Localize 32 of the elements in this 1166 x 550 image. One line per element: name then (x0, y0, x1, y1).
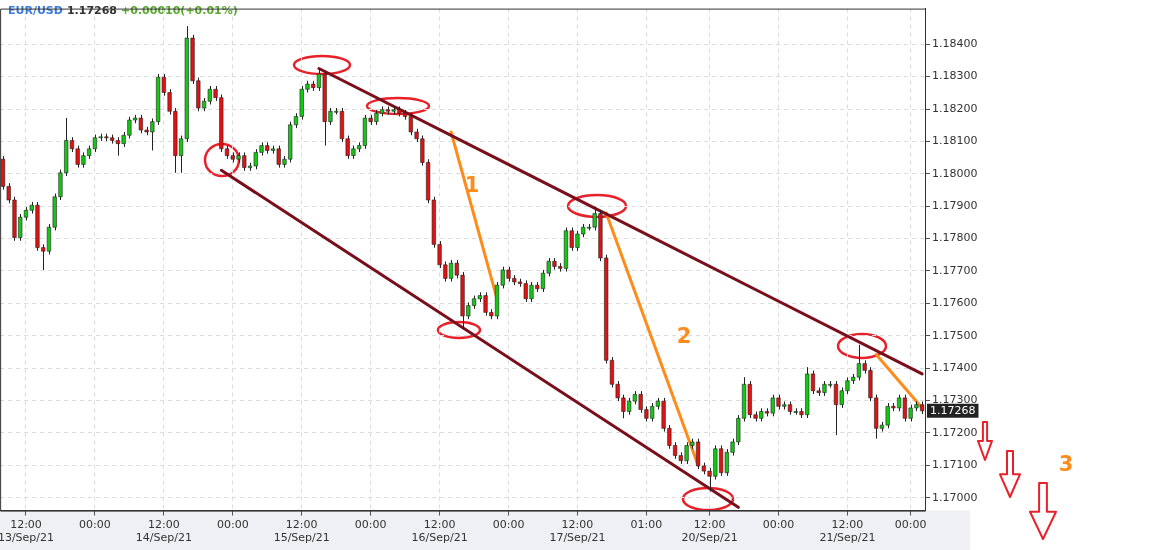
y-tick-label: 1.18300 (932, 69, 978, 83)
y-tick-label: 1.17200 (932, 425, 978, 439)
y-tick-label: 1.17800 (932, 231, 978, 245)
y-tick-label: 1.18100 (932, 134, 978, 148)
y-tick-label: 1.17400 (932, 360, 978, 374)
y-tick-label: 1.17500 (932, 328, 978, 342)
y-tick-label: 1.17100 (932, 458, 978, 472)
x-tick-label: 12:00 14/Sep/21 (135, 518, 192, 545)
x-tick-label: 00:00 (492, 518, 525, 532)
x-tick-label: 12:00 16/Sep/21 (411, 518, 468, 545)
x-tick-label: 12:00 13/Sep/21 (0, 518, 55, 545)
y-tick-label: 1.18200 (932, 101, 978, 115)
annotation: 1 (464, 173, 480, 197)
y-tick-label: 1.17900 (932, 199, 978, 213)
y-tick-label: 1.17600 (932, 296, 978, 310)
annotation: 2 (676, 324, 692, 348)
y-tick-label: 1.18000 (932, 166, 978, 180)
y-tick-label: 1.18400 (932, 37, 978, 51)
x-tick-label: 00:00 (216, 518, 249, 532)
x-tick-label: 12:00 15/Sep/21 (273, 518, 330, 545)
x-tick-label: 00:00 (79, 518, 111, 532)
text: 3 (1058, 452, 1074, 476)
y-tick-label: 1.17000 (932, 490, 978, 504)
x-tick-label: 12:00 17/Sep/21 (549, 518, 606, 545)
text: 1.17268 (930, 403, 976, 417)
y-tick-label: 1.17700 (932, 263, 978, 277)
x-tick-label: 00:00 (354, 518, 387, 532)
x-tick-label: 00:00 (894, 518, 927, 532)
x-tick-label: 12:00 20/Sep/21 (681, 518, 738, 545)
x-tick-label: 00:00 (762, 518, 795, 532)
x-tick-label: 01:00 (630, 518, 663, 532)
x-tick-label: 12:00 21/Sep/21 (819, 518, 876, 545)
